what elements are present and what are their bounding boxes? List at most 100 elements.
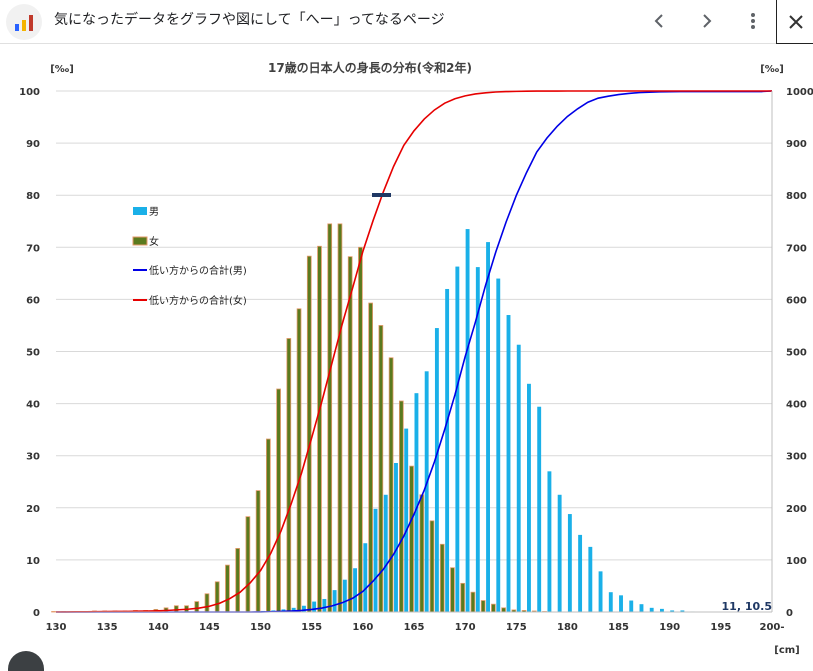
bar-male	[527, 383, 531, 612]
bar-female	[358, 246, 363, 613]
bar-female	[419, 494, 425, 613]
left-tick-label: 0	[33, 608, 40, 619]
left-tick-label: 80	[26, 191, 40, 202]
right-axis-unit: [‰]	[760, 64, 784, 75]
left-tick-label: 40	[26, 400, 40, 411]
bar-female	[214, 581, 220, 613]
left-tick-label: 70	[26, 243, 40, 254]
bar-male	[322, 598, 327, 612]
bar-female	[388, 357, 394, 613]
bar-female	[398, 400, 404, 613]
bar-female	[255, 490, 261, 613]
top-bar: 気になったデータをグラフや図にして「へー」ってなるページ	[0, 0, 776, 44]
close-icon[interactable]	[776, 0, 813, 44]
bar-female	[204, 593, 210, 613]
x-tick-label: 175	[506, 622, 527, 633]
legend-label: 女	[149, 235, 159, 248]
x-tick-label: 130	[46, 622, 67, 633]
bar-female	[347, 256, 353, 613]
bar-male	[291, 607, 296, 612]
bar-male	[301, 605, 306, 612]
x-tick-label: 145	[199, 622, 220, 633]
left-tick-label: 90	[26, 139, 40, 150]
x-tick-label: 165	[404, 622, 425, 633]
app-logo-icon	[6, 4, 42, 40]
bar-male	[383, 494, 388, 612]
bar-male	[486, 242, 490, 612]
bar-female	[450, 567, 455, 613]
x-tick-label: 170	[455, 622, 476, 633]
marker-80	[372, 193, 391, 197]
bar-male	[680, 610, 685, 612]
bar-male	[373, 508, 378, 612]
bar-female	[470, 591, 476, 613]
legend-label: 低い方からの合計(女)	[149, 294, 247, 307]
x-tick-label: 185	[608, 622, 629, 633]
page-title: 気になったデータをグラフや図にして「へー」ってなるページ	[54, 12, 445, 28]
right-tick-label: 400	[786, 400, 807, 411]
bar-male	[598, 571, 603, 612]
right-tick-label: 300	[786, 452, 807, 463]
left-tick-label: 100	[19, 87, 40, 98]
legend-label: 男	[149, 206, 159, 218]
bar-male	[516, 344, 521, 612]
bar-female	[327, 223, 333, 613]
bar-female	[439, 543, 445, 613]
bar-male	[465, 229, 470, 612]
left-tick-label: 60	[26, 295, 40, 306]
bar-female	[460, 582, 466, 613]
chart-area: [‰] [‰] 17歳の日本人の身長の分布(令和2年) [cm] 11, 10.…	[0, 44, 813, 661]
x-tick-label: 200-	[759, 622, 784, 633]
bar-female	[225, 564, 230, 613]
bar-male	[506, 315, 511, 612]
bar-female	[306, 255, 312, 613]
bar-female	[491, 603, 496, 613]
bar-male	[588, 546, 593, 612]
bar-male	[363, 543, 368, 612]
bar-female	[235, 548, 241, 613]
chevron-left-icon[interactable]	[644, 6, 674, 36]
bar-female	[296, 308, 302, 613]
left-tick-label: 30	[26, 452, 40, 463]
legend-swatch	[132, 236, 148, 246]
right-tick-label: 1000	[786, 87, 813, 98]
bar-female	[429, 520, 435, 613]
right-tick-label: 200	[786, 504, 807, 515]
x-tick-label: 135	[97, 622, 118, 633]
bar-male	[557, 494, 562, 612]
x-axis-unit: [cm]	[774, 645, 800, 656]
bar-female	[276, 388, 281, 613]
bar-female	[51, 611, 56, 613]
left-tick-label: 20	[26, 504, 40, 515]
right-tick-label: 500	[786, 348, 807, 359]
right-tick-label: 600	[786, 295, 807, 306]
more-vertical-icon[interactable]	[738, 6, 768, 36]
bar-male	[434, 328, 439, 612]
x-tick-label: 150	[250, 622, 271, 633]
bar-female	[337, 223, 343, 613]
bar-male	[342, 579, 347, 612]
bar-female	[378, 325, 384, 613]
bar-male	[659, 608, 664, 612]
bar-male	[608, 592, 613, 612]
left-axis-unit: [‰]	[50, 64, 74, 75]
bar-female	[317, 245, 322, 613]
right-tick-label: 900	[786, 139, 807, 150]
x-tick-label: 140	[148, 622, 169, 633]
legend-label: 低い方からの合計(男)	[149, 264, 247, 277]
height-distribution-chart: [‰] [‰] 17歳の日本人の身長の分布(令和2年) [cm] 11, 10.…	[19, 60, 813, 656]
right-tick-label: 100	[786, 556, 807, 567]
bar-male	[578, 534, 583, 612]
bar-male	[445, 288, 450, 612]
bar-female	[266, 438, 271, 613]
bar-female	[368, 302, 373, 613]
bar-male	[629, 600, 634, 612]
x-tick-label: 155	[301, 622, 322, 633]
bar-female	[286, 338, 292, 613]
chevron-right-icon[interactable]	[692, 6, 722, 36]
bar-male	[455, 266, 460, 612]
x-tick-label: 160	[352, 622, 373, 633]
bar-male	[547, 471, 552, 612]
bar-male	[537, 406, 542, 612]
x-tick-label: 180	[557, 622, 578, 633]
